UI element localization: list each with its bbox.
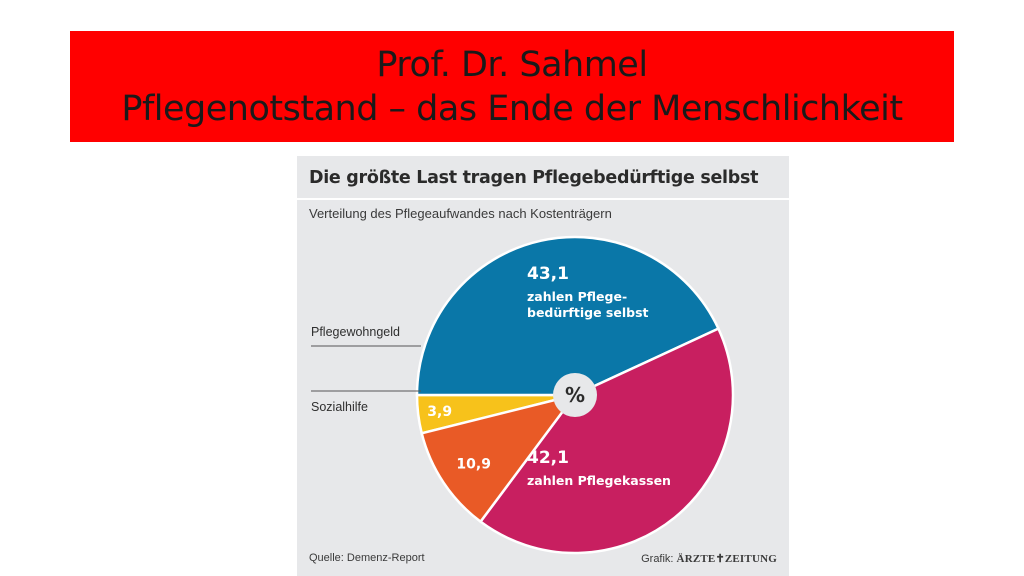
source-note: Quelle: Demenz-Report xyxy=(309,552,425,564)
chart-header: Die größte Last tragen Pflegebedürftige … xyxy=(297,156,789,200)
pie-slice-4 xyxy=(420,392,579,524)
pie-slice-3 xyxy=(478,326,735,555)
chart-panel: Die größte Last tragen Pflegebedürftige … xyxy=(297,156,789,576)
slice-category-label-1: Pflegewohngeld xyxy=(311,325,400,339)
slide-title-line-1: Prof. Dr. Sahmel xyxy=(376,44,648,85)
chart-title: Die größte Last tragen Pflegebedürftige … xyxy=(309,168,759,188)
slide-title-line-2: Pflegenotstand – das Ende der Menschlich… xyxy=(121,88,903,129)
pie-center-circle xyxy=(553,373,597,417)
slice-value-label-2: 43,1 xyxy=(527,264,569,284)
pie-slice-2 xyxy=(415,235,721,397)
credit-prefix: Grafik: xyxy=(641,553,677,565)
slice-value-label-4: 10,9 xyxy=(456,456,491,472)
pie-center-label: % xyxy=(565,383,585,407)
aerzte-zeitung-logo: ÄRZTE✝ZEITUNG xyxy=(676,553,777,565)
chart-subtitle: Verteilung des Pflegeaufwandes nach Kost… xyxy=(309,206,612,221)
graphic-credit: Grafik: ÄRZTE✝ZEITUNG xyxy=(641,552,777,565)
title-banner: Prof. Dr. Sahmel Pflegenotstand – das En… xyxy=(70,31,954,142)
slice-category-label-2-line-2: bedürftige selbst xyxy=(527,305,649,320)
slice-value-label-1: 3,9 xyxy=(427,404,452,420)
slice-value-label-3: 42,1 xyxy=(527,448,569,468)
slice-category-label-4: Sozialhilfe xyxy=(311,400,368,414)
pie-chart: 3,9 Pflegewohngeld 43,1 zahlen Pflege-bedür… xyxy=(311,235,735,555)
slice-category-label-2-line-1: zahlen Pflege- xyxy=(527,289,627,304)
slice-category-label-3: zahlen Pflegekassen xyxy=(527,473,671,488)
